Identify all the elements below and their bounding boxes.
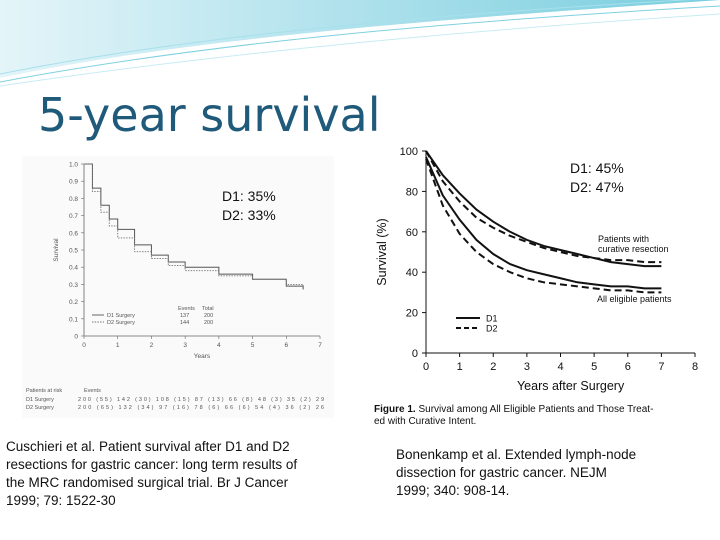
- risk-table-header: Patients at risk: [26, 388, 62, 394]
- legend-label: D1 Surgery: [107, 313, 135, 319]
- x-tick-label: 7: [658, 361, 664, 373]
- x-tick-label: 3: [524, 361, 530, 373]
- annotation-curative: curative resection: [598, 244, 669, 254]
- right-survival-figure: 0 20 40 60 80 100 0 1 2 3 4 5 6 7 8 Years after Surgery…: [370, 140, 708, 430]
- x-tick-label: 7: [318, 342, 322, 349]
- legend-header-total: Total: [202, 306, 214, 312]
- header-banner: [0, 0, 720, 87]
- legend-total: 200: [204, 313, 213, 319]
- figure-caption-line-2: ed with Curative Intent.: [374, 416, 476, 427]
- y-axis-label: Survival (%): [375, 218, 389, 285]
- x-tick-label: 2: [490, 361, 496, 373]
- left-survival-chart: 0 0.1 0.2 0.3 0.4 0.5 0.6 0.7 0.8 0.9 1.0 0 1 2 3 4 5 6 7 Y…: [26, 162, 324, 412]
- x-tick-label: 3: [183, 342, 187, 349]
- banner-wave-line-3: [0, 13, 720, 87]
- figure-caption-label: Figure 1.: [374, 404, 416, 415]
- x-tick-label: 1: [116, 342, 120, 349]
- y-tick-label: 60: [406, 227, 418, 239]
- legend-label: D1: [486, 314, 498, 324]
- x-tick-label: 0: [423, 361, 429, 373]
- y-tick-label: 0: [74, 334, 78, 341]
- y-tick-label: 0.6: [69, 230, 78, 237]
- left-citation-line: Cuschieri et al. Patient survival after …: [6, 439, 290, 454]
- x-tick-label: 6: [284, 342, 288, 349]
- series-line-d2-all: [425, 158, 662, 294]
- legend-events: 144: [180, 320, 189, 326]
- x-tick-label: 5: [251, 342, 255, 349]
- y-tick-label: 0.4: [69, 265, 78, 272]
- y-axis-label: Survival: [53, 238, 60, 262]
- y-tick-label: 0.7: [69, 213, 78, 220]
- risk-table-row-label: D1 Surgery: [26, 397, 54, 403]
- y-tick-label: 0.2: [69, 299, 78, 306]
- left-citation-line: the MRC randomised surgical trial. Br J …: [6, 475, 289, 490]
- series-line-d2-surgery: [84, 163, 304, 288]
- slide-title: 5-year survival: [38, 88, 381, 142]
- y-tick-label: 0.1: [69, 316, 78, 323]
- x-tick-label: 2: [150, 342, 154, 349]
- y-tick-label: 0.8: [69, 196, 78, 203]
- x-tick-label: 0: [82, 342, 86, 349]
- left-result-d1: D1: 35%: [222, 188, 276, 204]
- legend-label: D2 Surgery: [107, 320, 135, 326]
- risk-table-row-label: D2 Surgery: [26, 405, 54, 411]
- x-tick-label: 4: [217, 342, 221, 349]
- right-citation-line: Bonenkamp et al. Extended lymph-node: [396, 447, 637, 462]
- left-citation-line: 1999; 79: 1522-30: [6, 493, 116, 508]
- y-tick-label: 100: [400, 146, 418, 158]
- annotation-curative: Patients with: [598, 234, 649, 244]
- x-tick-label: 6: [625, 361, 631, 373]
- right-citation-line: 1999; 340: 908-14.: [396, 483, 510, 498]
- right-result-d2: D2: 47%: [570, 179, 624, 195]
- banner-wave-line-2: [0, 0, 694, 75]
- x-tick-label: 1: [457, 361, 463, 373]
- right-survival-chart: 0 20 40 60 80 100 0 1 2 3 4 5 6 7 8 Years after Surgery…: [374, 146, 698, 427]
- right-result-d1: D1: 45%: [570, 160, 624, 176]
- y-tick-label: 1.0: [69, 162, 78, 169]
- legend-events: 137: [180, 313, 189, 319]
- y-tick-label: 0: [412, 348, 418, 360]
- y-tick-label: 0.5: [69, 248, 78, 255]
- x-tick-label: 5: [591, 361, 597, 373]
- banner-wave-line-1: [0, 5, 720, 83]
- y-tick-label: 0.9: [69, 179, 78, 186]
- left-result-d2: D2: 33%: [222, 207, 276, 223]
- x-axis-label: Years after Surgery: [517, 379, 625, 393]
- banner-wave-fill: [0, 0, 720, 78]
- y-tick-label: 20: [406, 308, 418, 320]
- risk-table-header: Events: [84, 388, 101, 394]
- figure-caption-text: Survival among All Eligible Patients and…: [416, 404, 654, 415]
- right-citation: Bonenkamp et al. Extended lymph-node dis…: [396, 446, 636, 500]
- y-tick-label: 80: [406, 186, 418, 198]
- x-tick-label: 8: [692, 361, 698, 373]
- series-line-d1-all: [425, 156, 662, 290]
- left-citation: Cuschieri et al. Patient survival after …: [6, 438, 297, 510]
- series-line-d2-curative: [425, 150, 662, 264]
- y-tick-label: 0.3: [69, 282, 78, 289]
- series-line-d1-curative: [425, 150, 662, 268]
- y-tick-label: 40: [406, 267, 418, 279]
- x-axis-label: Years: [194, 353, 211, 360]
- risk-table-row-values: 200 (55) 142 (30) 108 (15) 87 (13) 66 (8…: [78, 397, 324, 403]
- legend-label: D2: [486, 324, 498, 334]
- left-citation-line: resections for gastric cancer: long term…: [6, 457, 298, 472]
- right-citation-line: dissection for gastric cancer. NEJM: [396, 465, 607, 480]
- legend-header-events: Events: [178, 306, 195, 312]
- x-tick-label: 4: [557, 361, 563, 373]
- left-survival-figure: 0 0.1 0.2 0.3 0.4 0.5 0.6 0.7 0.8 0.9 1.0 0 1 2 3 4 5 6 7 Y…: [22, 156, 334, 418]
- figure-caption-line-1: Figure 1. Survival among All Eligible Pa…: [374, 404, 653, 415]
- annotation-all-eligible: All eligible patients: [597, 294, 672, 304]
- risk-table-row-values: 200 (65) 132 (34) 97 (16) 78 (6) 66 (6) …: [78, 405, 324, 411]
- legend-total: 200: [204, 320, 213, 326]
